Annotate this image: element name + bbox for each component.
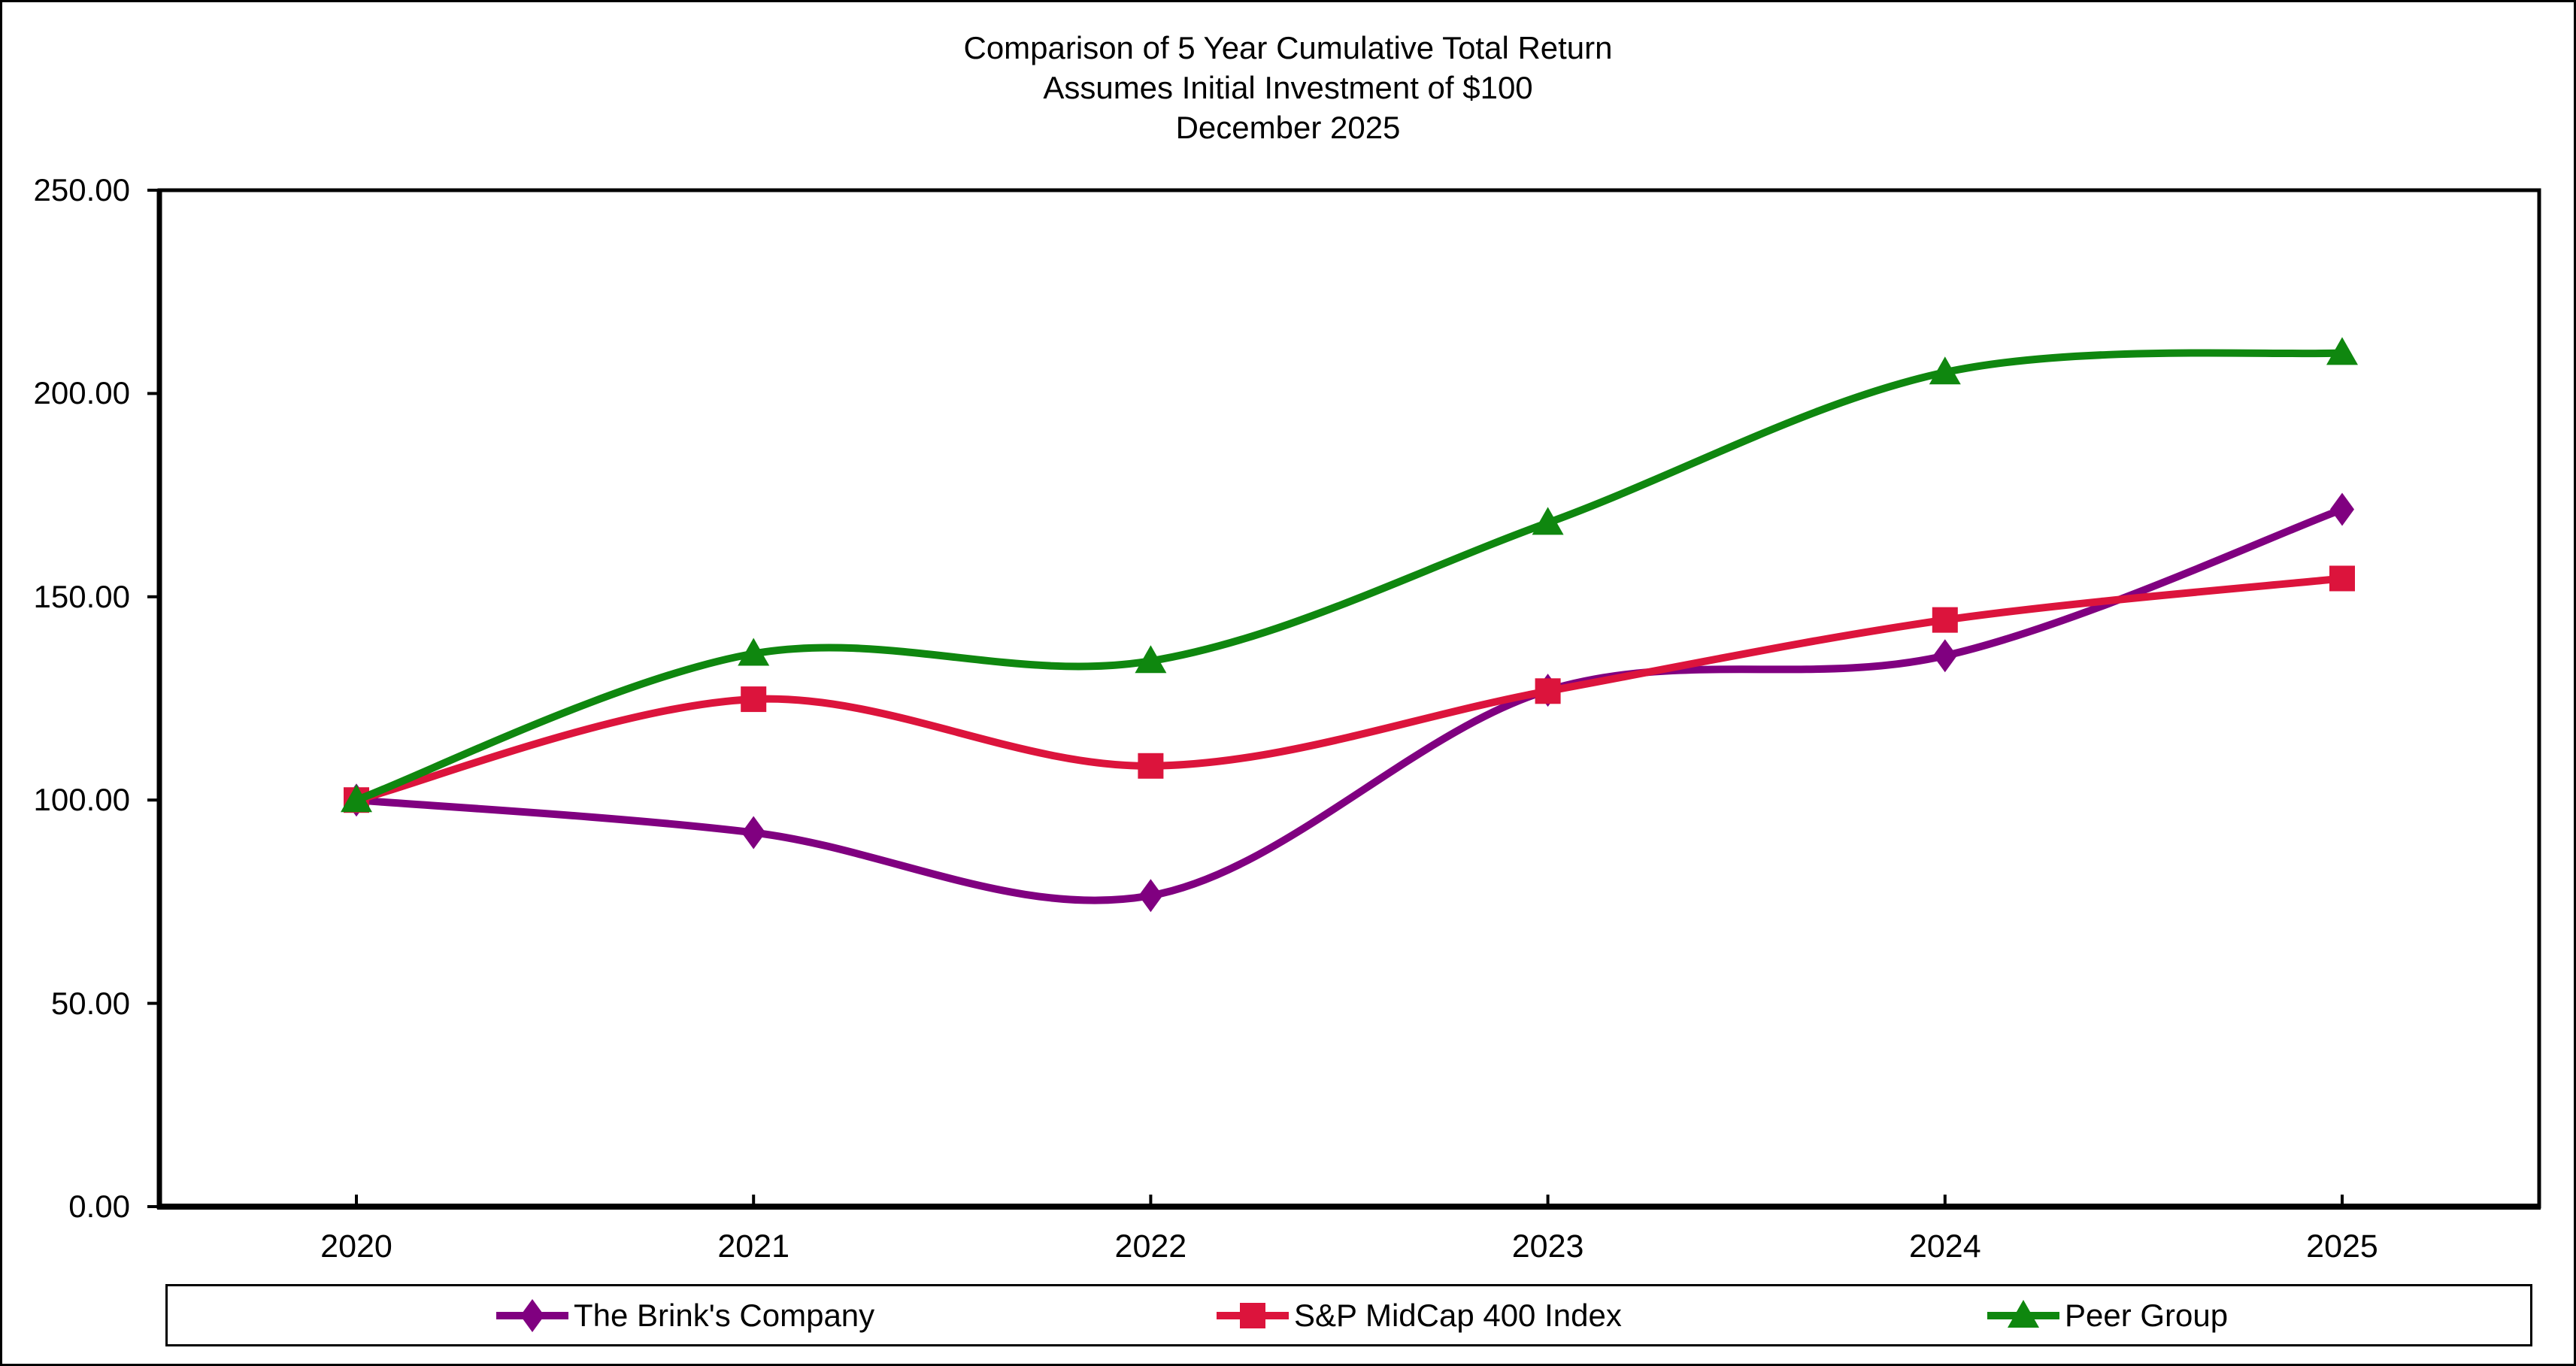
data-point-peer-group-2022: [1135, 645, 1167, 674]
data-point-the-brink-s-company-2021: [741, 816, 766, 850]
x-axis-tick-label: 2025: [2306, 1228, 2378, 1265]
legend-label: The Brink's Company: [574, 1297, 875, 1333]
x-axis-tick-label: 2020: [320, 1228, 392, 1265]
y-axis-tick-label: 50.00: [50, 985, 130, 1021]
legend-item-peer-group: Peer Group: [1986, 1286, 2228, 1344]
data-point-s-p-midcap-400-index-2021: [741, 686, 767, 713]
title-line-2: Assumes Initial Investment of $100: [1043, 70, 1533, 105]
y-axis-tick-label: 200.00: [33, 375, 130, 411]
data-point-s-p-midcap-400-index-2024: [1932, 607, 1958, 633]
data-point-peer-group-2021: [738, 638, 770, 666]
legend-item-s-p-midcap-400-index: S&P MidCap 400 Index: [1215, 1286, 1622, 1344]
data-point-peer-group-2023: [1532, 507, 1564, 535]
legend-diamond-icon: [496, 1298, 568, 1332]
chart-title: Comparison of 5 Year Cumulative Total Re…: [2, 28, 2574, 147]
legend-item-the-brink-s-company: The Brink's Company: [495, 1286, 874, 1344]
title-line-1: Comparison of 5 Year Cumulative Total Re…: [963, 30, 1613, 65]
x-axis-tick-label: 2022: [1114, 1228, 1187, 1265]
title-line-3: December 2025: [1175, 110, 1401, 145]
plot-frame: [157, 188, 2541, 1209]
y-axis-tick-label: 150.00: [33, 578, 130, 614]
data-point-s-p-midcap-400-index-2023: [1535, 678, 1561, 704]
data-point-the-brink-s-company-2022: [1138, 879, 1163, 913]
legend-square-icon: [1217, 1302, 1289, 1328]
series-line-peer-group: [353, 349, 2346, 804]
x-axis-tick-label: 2024: [1908, 1228, 1981, 1265]
legend: The Brink's Company S&P MidCap 400 Index P…: [165, 1284, 2532, 1346]
legend-marker-triangle: [2008, 1299, 2039, 1328]
x-axis-tick-label: 2023: [1511, 1228, 1584, 1265]
legend-marker-square: [1240, 1302, 1265, 1328]
data-point-s-p-midcap-400-index-2022: [1138, 753, 1164, 779]
legend-marker-diamond: [520, 1298, 544, 1332]
series-line-s-p-midcap-400-index: [353, 574, 2346, 804]
series-line-the-brink-s-company: [353, 505, 2346, 904]
data-point-peer-group-2020: [341, 784, 372, 813]
y-axis-tick-label: 100.00: [33, 782, 130, 818]
x-axis-tick-label: 2021: [717, 1228, 790, 1265]
data-point-s-p-midcap-400-index-2025: [2329, 565, 2355, 592]
data-point-the-brink-s-company-2025: [2330, 492, 2354, 526]
y-axis-tick-label: 250.00: [33, 172, 130, 207]
y-axis-tick-label: 0.00: [68, 1189, 130, 1224]
data-point-the-brink-s-company-2024: [1932, 639, 1957, 673]
legend-label: Peer Group: [2065, 1297, 2229, 1333]
data-point-peer-group-2024: [1929, 356, 1961, 385]
data-point-peer-group-2025: [2326, 337, 2358, 365]
legend-label: S&P MidCap 400 Index: [1294, 1297, 1622, 1333]
legend-triangle-icon: [1987, 1299, 2059, 1328]
